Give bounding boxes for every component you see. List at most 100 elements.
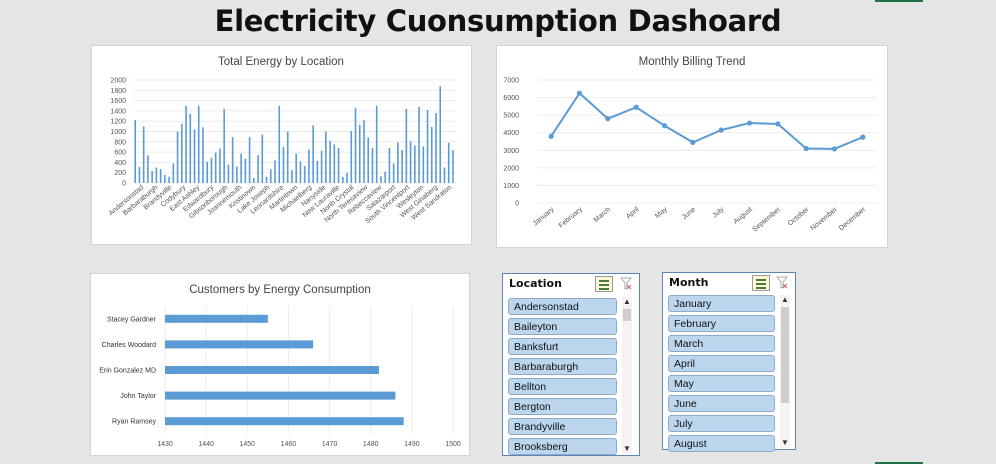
bar[interactable] (325, 131, 327, 184)
bar[interactable] (371, 147, 374, 183)
data-point[interactable] (633, 104, 639, 110)
bar[interactable] (414, 145, 416, 183)
bar[interactable] (354, 107, 357, 183)
total-energy-chart[interactable]: Total Energy by Location 0 200 400 600 800 10… (91, 45, 472, 245)
data-point[interactable] (690, 139, 696, 145)
bar[interactable] (388, 147, 391, 183)
data-point[interactable] (718, 127, 724, 133)
slicer-item-brooksberg[interactable]: Brooksberg (508, 438, 617, 455)
bar[interactable] (358, 124, 361, 183)
bar[interactable] (443, 167, 446, 183)
bar[interactable] (299, 161, 302, 183)
bar[interactable] (286, 131, 289, 184)
clear-filter-icon[interactable] (776, 276, 788, 289)
bar[interactable] (244, 158, 247, 183)
bar[interactable] (265, 176, 268, 183)
bar[interactable] (405, 108, 408, 183)
scrollbar-thumb[interactable] (781, 307, 789, 403)
slicer-item-bellton[interactable]: Bellton (508, 378, 617, 395)
bar[interactable] (439, 86, 442, 183)
bar[interactable] (409, 141, 412, 183)
bar[interactable] (261, 134, 264, 183)
bar[interactable] (435, 112, 437, 183)
bar[interactable] (392, 163, 395, 183)
bar[interactable] (312, 125, 314, 183)
slicer-item-banksfurt[interactable]: Banksfurt (508, 338, 617, 355)
bar[interactable] (165, 391, 396, 400)
bar[interactable] (282, 146, 285, 183)
bar[interactable] (147, 155, 149, 183)
bar[interactable] (214, 152, 217, 183)
bar[interactable] (202, 127, 204, 183)
bar[interactable] (397, 142, 399, 183)
bar[interactable] (257, 155, 259, 183)
bar[interactable] (452, 150, 454, 183)
bar[interactable] (193, 129, 196, 183)
bar[interactable] (367, 137, 370, 183)
bar[interactable] (231, 137, 234, 183)
bar[interactable] (316, 160, 319, 183)
bar[interactable] (236, 166, 238, 183)
bar[interactable] (151, 171, 153, 183)
bar[interactable] (206, 161, 209, 183)
slicer-item-june[interactable]: June (668, 395, 775, 412)
bar[interactable] (197, 105, 200, 183)
bar[interactable] (430, 126, 433, 183)
bar[interactable] (159, 169, 162, 183)
scroll-down-icon[interactable]: ▼ (623, 444, 631, 453)
bar[interactable] (248, 137, 251, 183)
bar[interactable] (337, 147, 340, 183)
bar[interactable] (138, 167, 141, 183)
slicer-item-january[interactable]: January (668, 295, 775, 312)
bar[interactable] (253, 177, 255, 183)
bar[interactable] (168, 176, 170, 183)
slicer-item-july[interactable]: July (668, 415, 775, 432)
bar[interactable] (401, 150, 403, 183)
bar[interactable] (185, 105, 187, 183)
slicer-item-may[interactable]: May (668, 375, 775, 392)
bar[interactable] (227, 164, 230, 183)
monthly-billing-chart[interactable]: Monthly Billing Trend 0 1000 2000 3000 4000 5… (496, 45, 888, 248)
bar[interactable] (210, 157, 213, 183)
slicer-item-andersonstad[interactable]: Andersonstad (508, 298, 617, 315)
bar[interactable] (333, 144, 336, 183)
scroll-up-icon[interactable]: ▲ (781, 295, 789, 304)
bar[interactable] (223, 108, 225, 183)
slicer-item-baileyton[interactable]: Baileyton (508, 318, 617, 335)
bar[interactable] (350, 130, 353, 183)
slicer-scrollbar[interactable]: ▲ ▼ (622, 297, 632, 454)
bar[interactable] (240, 153, 242, 183)
data-point[interactable] (746, 120, 753, 126)
bar[interactable] (165, 366, 379, 374)
data-point[interactable] (775, 121, 781, 127)
scroll-up-icon[interactable]: ▲ (623, 297, 631, 306)
bar[interactable] (165, 417, 404, 426)
bar[interactable] (380, 176, 382, 183)
data-point[interactable] (576, 90, 583, 96)
data-point[interactable] (803, 145, 809, 152)
customers-chart[interactable]: Customers by Energy Consumption Stacey G… (90, 273, 470, 456)
bar[interactable] (176, 131, 179, 184)
bar[interactable] (142, 126, 145, 183)
data-point[interactable] (661, 123, 668, 129)
data-point[interactable] (548, 133, 554, 139)
data-point[interactable] (605, 116, 611, 122)
series-line[interactable] (550, 91, 864, 150)
bar[interactable] (219, 148, 221, 183)
bar[interactable] (165, 340, 314, 349)
bar[interactable] (134, 120, 136, 183)
slicer-item-brandyville[interactable]: Brandyville (508, 418, 617, 435)
bar[interactable] (447, 142, 450, 183)
bar[interactable] (422, 146, 425, 183)
bar[interactable] (418, 106, 420, 183)
bar[interactable] (346, 172, 348, 183)
multi-select-icon[interactable] (752, 275, 770, 291)
bar[interactable] (291, 170, 293, 183)
data-point[interactable] (831, 146, 838, 152)
bar[interactable] (320, 150, 323, 183)
bar[interactable] (278, 105, 281, 183)
bar[interactable] (303, 166, 306, 183)
slicer-item-august[interactable]: August (668, 435, 775, 452)
slicer-item-april[interactable]: April (668, 355, 775, 372)
scroll-down-icon[interactable]: ▼ (781, 438, 789, 447)
